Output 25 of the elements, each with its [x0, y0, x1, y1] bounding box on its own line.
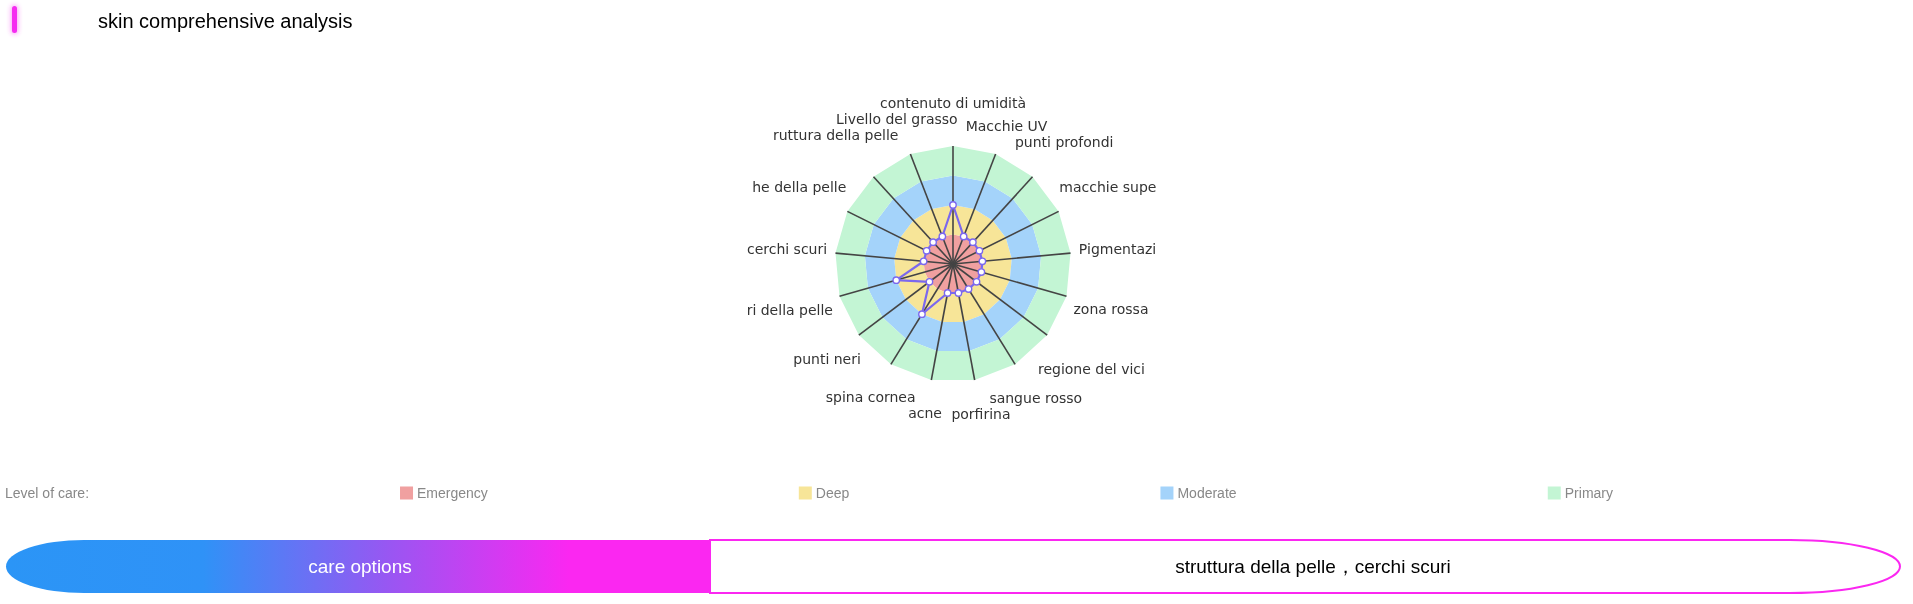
- spoke-label: Pigmentazi: [1078, 240, 1157, 257]
- spoke-label: porfirina: [951, 405, 1011, 422]
- text: Primary: [1564, 485, 1613, 501]
- spoke-label: cerchi scuri: [746, 240, 828, 257]
- spoke-label: contenuto di umidità: [880, 95, 1026, 111]
- spoke-label: spina cornea: [825, 389, 916, 406]
- text: Moderate: [1177, 485, 1237, 501]
- text: struttura della pelle，cerchi scuri: [1175, 556, 1451, 577]
- spoke-label: punti profondi: [1014, 133, 1114, 150]
- text: Deep: [815, 485, 850, 501]
- spoke-label: ri della pelle: [746, 302, 833, 319]
- spoke-label: regione del vici: [1037, 360, 1145, 377]
- spoke-label: Macchie UV: [965, 117, 1048, 134]
- spoke-label: zona rossa: [1073, 300, 1149, 317]
- spoke-label: he della pelle: [752, 179, 847, 196]
- spoke-label: Livello del grasso: [836, 111, 958, 128]
- spoke-label: macchie supe: [1059, 178, 1157, 195]
- legend-title: Level of care:: [5, 485, 90, 501]
- spoke-label: acne: [908, 405, 942, 422]
- text: skin comprehensive analysis: [98, 10, 353, 32]
- text: Emergency: [417, 485, 488, 501]
- spoke-label: punti neri: [793, 351, 861, 368]
- text: care options: [308, 556, 412, 577]
- spoke-label: sangue rosso: [989, 389, 1083, 406]
- spoke-label: ruttura della pelle: [772, 127, 899, 144]
